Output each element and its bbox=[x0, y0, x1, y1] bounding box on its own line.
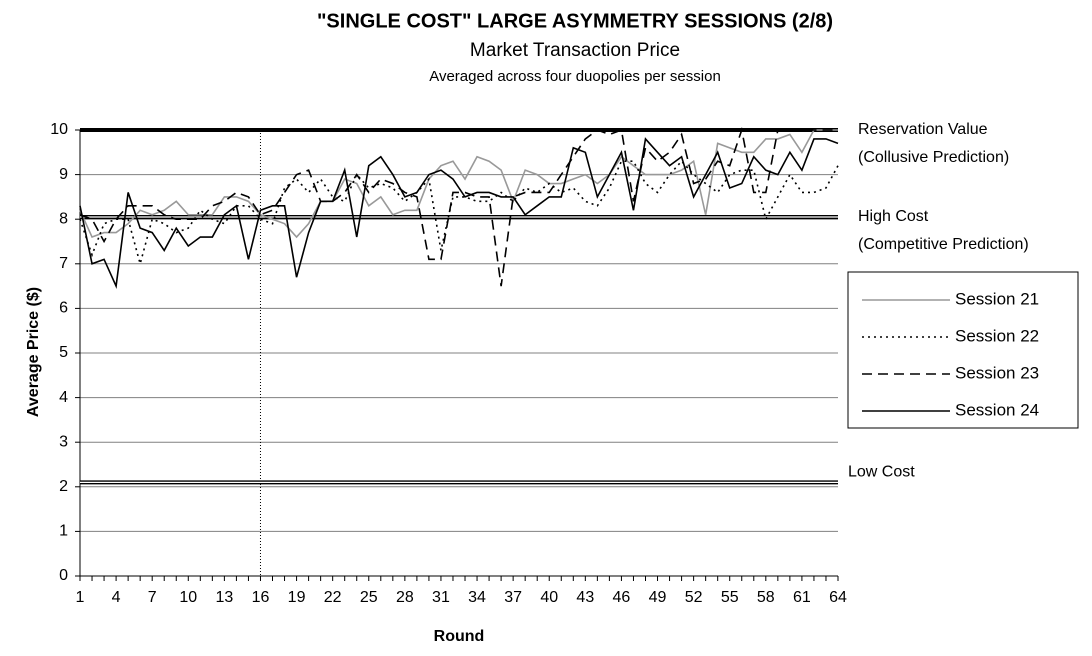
y-tick-label: 10 bbox=[50, 121, 68, 138]
y-tick-label: 0 bbox=[59, 567, 68, 584]
x-tick-label: 61 bbox=[793, 589, 811, 606]
series-line bbox=[79, 129, 838, 239]
x-tick-label: 58 bbox=[757, 589, 775, 606]
y-tick-label: 2 bbox=[59, 478, 68, 495]
y-tick-label: 6 bbox=[59, 300, 68, 317]
y-tick-label: 3 bbox=[59, 433, 68, 450]
reference-label: Reservation Value bbox=[858, 121, 988, 138]
y-tick-label: 9 bbox=[59, 166, 68, 183]
x-tick-label: 16 bbox=[252, 589, 270, 606]
legend-box bbox=[847, 271, 1079, 429]
x-tick-label: 25 bbox=[360, 589, 378, 606]
x-tick-label: 22 bbox=[324, 589, 342, 606]
y-tick-label: 8 bbox=[59, 210, 68, 227]
x-axis-label: Round bbox=[434, 628, 485, 645]
x-tick-label: 37 bbox=[504, 589, 522, 606]
x-tick-label: 19 bbox=[288, 589, 306, 606]
legend-label: Session 23 bbox=[955, 363, 1039, 382]
series-line bbox=[79, 137, 839, 290]
y-axis-label: Average Price ($) bbox=[25, 287, 42, 417]
reference-label: (Competitive Prediction) bbox=[858, 236, 1029, 253]
x-tick-label: 10 bbox=[179, 589, 197, 606]
y-tick-label: 7 bbox=[59, 255, 68, 272]
x-tick-label: 55 bbox=[721, 589, 739, 606]
legend-label: Session 24 bbox=[955, 400, 1039, 419]
reference-label: Low Cost bbox=[848, 464, 915, 481]
x-tick-label: 13 bbox=[215, 589, 233, 606]
x-tick-label: 52 bbox=[685, 589, 703, 606]
y-tick-label: 1 bbox=[59, 523, 68, 540]
x-tick-label: 40 bbox=[540, 589, 558, 606]
series-line bbox=[79, 126, 838, 287]
x-tick-label: 7 bbox=[148, 589, 157, 606]
x-tick-label: 46 bbox=[613, 589, 631, 606]
chart-note: Averaged across four duopolies per sessi… bbox=[429, 68, 721, 85]
x-tick-label: 31 bbox=[432, 589, 450, 606]
x-tick-label: 28 bbox=[396, 589, 414, 606]
x-tick-label: 4 bbox=[112, 589, 121, 606]
x-tick-label: 43 bbox=[576, 589, 594, 606]
y-tick-label: 4 bbox=[59, 389, 68, 406]
x-tick-label: 64 bbox=[829, 589, 847, 606]
series-line bbox=[79, 160, 839, 267]
legend-label: Session 22 bbox=[955, 326, 1039, 345]
chart-title: "SINGLE COST" LARGE ASYMMETRY SESSIONS (… bbox=[317, 10, 833, 32]
x-tick-label: 34 bbox=[468, 589, 486, 606]
chart-subtitle: Market Transaction Price bbox=[470, 40, 680, 61]
reference-label: (Collusive Prediction) bbox=[858, 149, 1009, 166]
y-tick-label: 5 bbox=[59, 344, 68, 361]
legend-label: Session 21 bbox=[955, 289, 1039, 308]
x-tick-label: 49 bbox=[649, 589, 667, 606]
reference-label: High Cost bbox=[858, 208, 929, 225]
x-tick-label: 1 bbox=[76, 589, 85, 606]
